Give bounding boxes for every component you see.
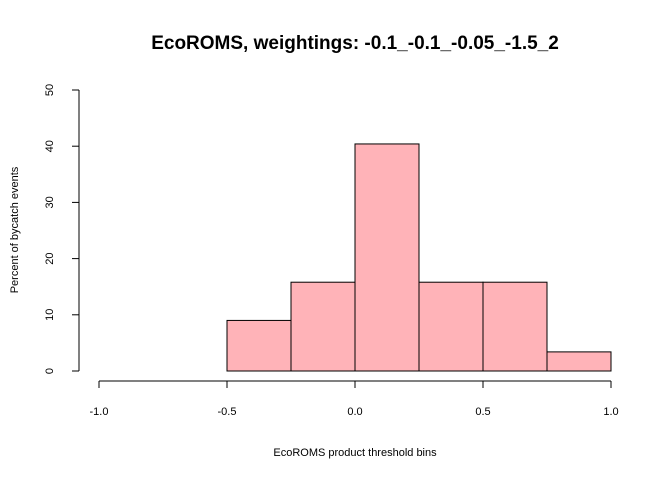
histogram-bar-2 (226, 319, 292, 372)
y-tick-label: 0 (44, 368, 56, 374)
histogram-bar-6 (482, 281, 548, 372)
histogram-bar-7 (546, 351, 612, 372)
x-axis-label: EcoROMS product threshold bins (273, 447, 437, 459)
histogram-bar-3 (290, 281, 356, 372)
x-tick-label: -1.0 (90, 406, 109, 418)
y-tick-label: 10 (44, 309, 56, 321)
x-tick-label: 1.0 (603, 406, 618, 418)
histogram-bar-4 (354, 143, 420, 372)
chart-title: EcoROMS, weightings: -0.1_-0.1_-0.05_-1.… (151, 33, 559, 54)
y-axis: 0 10 20 30 40 50 (44, 84, 80, 374)
x-tick-label: 0.0 (347, 406, 362, 418)
y-tick-label: 20 (44, 252, 56, 264)
y-tick-label: 30 (44, 196, 56, 208)
y-tick-label: 40 (44, 140, 56, 152)
histogram-bar-5 (418, 281, 484, 372)
y-tick-label: 50 (44, 84, 56, 96)
y-axis-label: Percent of bycatch events (9, 166, 21, 293)
bars-group (226, 143, 612, 372)
x-axis: -1.0 -0.5 0.0 0.5 1.0 (90, 380, 619, 418)
x-tick-label: 0.5 (475, 406, 490, 418)
x-tick-label: -0.5 (218, 406, 237, 418)
